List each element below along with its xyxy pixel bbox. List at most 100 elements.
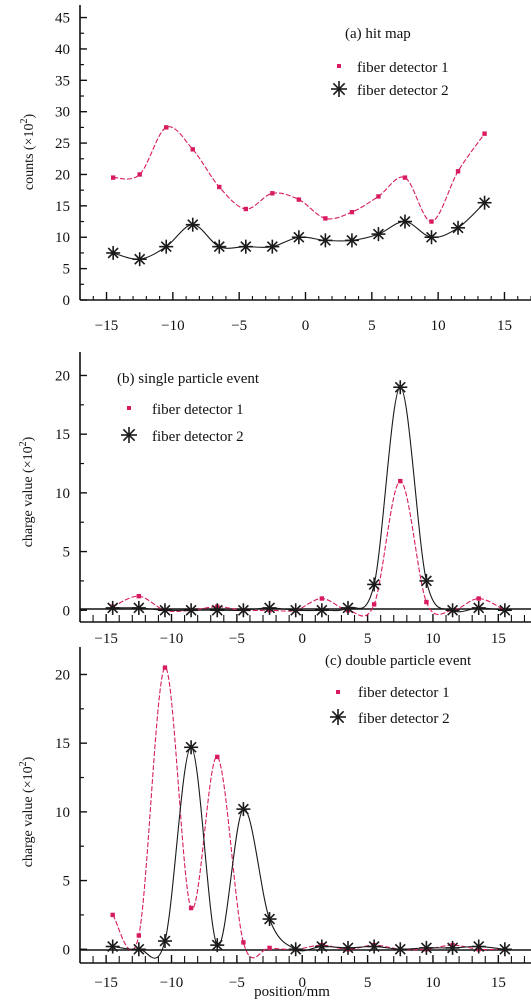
panel-a-series-2-point	[238, 239, 253, 254]
panel-c-ytick-label: 15	[55, 736, 70, 752]
panel-b-series-2-point	[419, 573, 434, 588]
panel-c-series-2-point	[419, 940, 434, 955]
panel-b-ytick-label: 15	[55, 427, 70, 443]
panel-c-ytick-label: 20	[55, 667, 70, 683]
panel-a-series-2-point	[265, 239, 280, 254]
panel-b-ytick-label: 20	[55, 368, 70, 384]
panel-b-series-2-point	[105, 600, 120, 615]
panel-a-ylabel-close: )	[22, 114, 37, 119]
panel-a-xtick-label: −10	[161, 318, 184, 334]
legend-c-label-1: fiber detector 1	[358, 685, 450, 701]
panel-c-series-2-point	[236, 802, 251, 817]
panel-a-series-1-point	[137, 172, 142, 177]
panel-c-series-1-point	[162, 665, 168, 670]
panel-c-series-2-point	[340, 940, 355, 955]
panel-b-series-2-point	[471, 600, 486, 615]
panel-a-series	[106, 125, 492, 267]
panel-c-ytick-label: 5	[63, 874, 71, 890]
panel-b-ylabel-text: charge value	[21, 476, 36, 547]
panel-c-series-2-point	[262, 912, 277, 927]
panel-c-xtick-label: 15	[491, 975, 506, 991]
panel-c-series-1-point	[110, 912, 115, 918]
panel-a-series-1-line	[113, 126, 486, 223]
legend-c-marker-1	[336, 690, 340, 694]
panel-b-xtick-label: −15	[94, 631, 117, 647]
legend-b-marker-2	[121, 427, 137, 443]
panel-b-series-2-point	[340, 600, 355, 615]
panel-a-series-2-point	[132, 252, 147, 267]
panel-c-series-2-point	[314, 939, 329, 954]
panel-a-xtick-label: −5	[231, 318, 247, 334]
panel-a-series-1-point	[376, 194, 381, 199]
svg-text:counts (×102: counts (×102)	[19, 114, 37, 191]
panel-a-title: (a) hit map	[345, 26, 411, 42]
panel-b-series-2-point	[236, 603, 251, 618]
panel-a-series-1-point	[296, 197, 302, 202]
panel-a-ytick-label: 30	[55, 105, 70, 121]
panel-c-series-2-point	[393, 942, 408, 957]
panel-c-ytick-label: 0	[63, 942, 71, 958]
panel-c-series-1-point	[241, 940, 246, 945]
panel-c-series-2-point	[210, 938, 225, 953]
panel-c-xtick-label: −5	[229, 975, 245, 991]
panel-c-series-2-point	[105, 939, 120, 954]
panel-c-series-2-point	[288, 942, 303, 957]
panel-c-series-1-point	[215, 754, 220, 760]
panel-b-series-2-point	[497, 603, 512, 618]
panel-c-series-2-point	[471, 939, 486, 954]
panel-a-xtick-label: 5	[368, 318, 376, 334]
panel-b-xtick-label: 0	[298, 631, 306, 647]
panel-b-series-1-point	[371, 602, 377, 607]
panel-b-series-2-point	[210, 603, 225, 618]
panel-a-xtick-label: 15	[497, 318, 512, 334]
panel-c: 0 5 10 15 20 −15 −10 −5 0 5 10 15 (c) double partic…	[18, 647, 531, 991]
panel-b-series-1-point	[398, 478, 403, 484]
panel-b-ytick-label: 10	[55, 486, 70, 502]
panel-a-xtick-label: −15	[95, 318, 118, 334]
panel-c-xtick-label: 5	[364, 975, 372, 991]
panel-b-ylabel-close: )	[21, 436, 36, 441]
panel-b-ytick-label: 5	[63, 545, 71, 561]
panel-c-ylabel-text: charge value	[21, 796, 36, 867]
panel-c-ylabel-unit: (×10	[21, 766, 36, 793]
panel-c-xtick-label: 10	[425, 975, 440, 991]
panel-c-xtick-label: −10	[160, 975, 183, 991]
panel-a-ylabel: counts (×102)	[19, 114, 37, 191]
panel-a-series-1-point	[455, 169, 461, 174]
panel-a-series-2-point	[397, 214, 412, 229]
panel-c-ticks: 0 5 10 15 20 −15 −10 −5 0 5 10 15	[55, 667, 526, 991]
legend-b-marker-1	[127, 406, 131, 410]
panel-a-series-2-point	[344, 233, 359, 248]
panel-a-ylabel-text: counts	[22, 154, 37, 191]
panel-a-series-2-point	[212, 239, 227, 254]
panel-a-ytick-label: 45	[55, 11, 70, 27]
panel-a-legend: fiber detector 1 fiber detector 2	[331, 60, 449, 99]
panel-a-series-1-point	[429, 219, 434, 224]
panel-b-ylabel-unit: (×10	[21, 446, 36, 473]
panel-b-series-1-line	[112, 480, 506, 617]
panel-b-series-2-point	[184, 603, 199, 618]
panel-c-title: (c) double particle event	[325, 653, 472, 669]
legend-c-star	[330, 709, 346, 725]
panel-b-series-2-point	[445, 603, 460, 618]
panel-a-series-1-point	[270, 191, 275, 196]
panel-b-xtick-label: 5	[364, 631, 372, 647]
panel-b-ticks: 0 5 10 15 20 −15 −10 −5 0 5 10 15	[55, 368, 526, 647]
panel-b-xtick-label: 10	[425, 631, 440, 647]
panel-b-series-1-point	[424, 599, 429, 605]
panel-c-xtick-label: 0	[298, 975, 306, 991]
svg-text:charge value: charge value (×102)	[18, 436, 36, 547]
panel-a-series-2-point	[424, 230, 439, 245]
panel-a-series-2-point	[477, 195, 492, 210]
panel-b: 0 5 10 15 20 −15 −10 −5 0 5 10 15 (b) single partic…	[18, 352, 531, 647]
panel-a-ytick-label: 20	[55, 167, 70, 183]
panel-a-series-2-point	[106, 245, 121, 260]
panel-a-ytick-label: 40	[55, 42, 70, 58]
panel-c-ytick-label: 10	[55, 805, 70, 821]
panel-a-xtick-label: 0	[302, 318, 310, 334]
panel-b-series-1-point	[319, 596, 325, 601]
legend-c-label-2: fiber detector 2	[358, 711, 450, 727]
panel-a-ytick-label: 25	[55, 136, 70, 152]
panel-c-series-2-line	[112, 746, 505, 959]
